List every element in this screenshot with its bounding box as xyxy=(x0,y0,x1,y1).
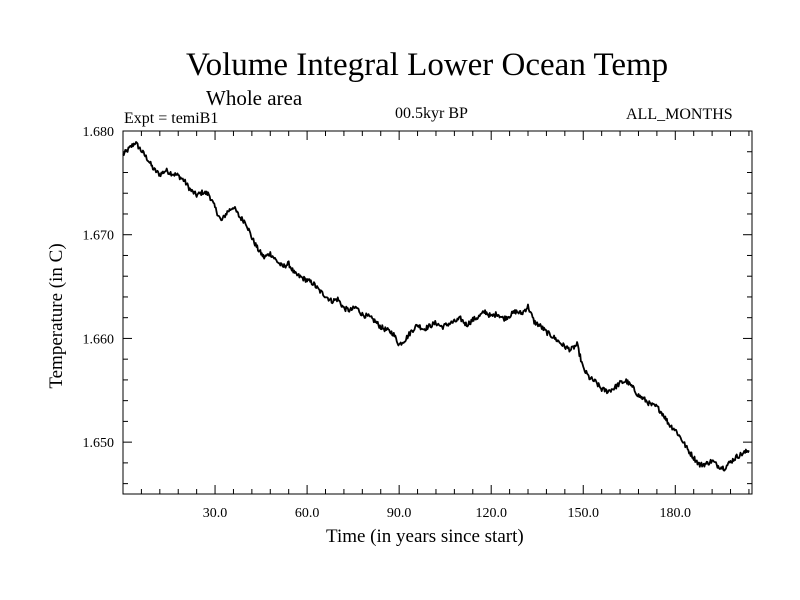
x-tick-label: 90.0 xyxy=(387,506,412,521)
period-label: 00.5kyr BP xyxy=(395,105,468,122)
x-tick-label: 30.0 xyxy=(203,506,228,521)
x-tick-label: 180.0 xyxy=(660,506,692,521)
tick-labels: 30.0 60.0 90.0 120.0 150.0 180.0 1.650 1.660 1.6… xyxy=(83,125,692,521)
series-layer xyxy=(122,141,750,472)
x-axis-label: Time (in years since start) xyxy=(326,526,524,547)
y-tick-label: 1.670 xyxy=(83,229,115,244)
y-tick-label: 1.680 xyxy=(83,125,115,140)
axis-ticks xyxy=(123,130,752,494)
series-line xyxy=(122,141,750,472)
chart-subtitle: Whole area xyxy=(206,86,303,110)
x-tick-label: 60.0 xyxy=(295,506,320,521)
y-tick-label: 1.650 xyxy=(83,436,115,451)
months-label: ALL_MONTHS xyxy=(626,106,733,123)
x-tick-label: 150.0 xyxy=(567,506,599,521)
plot-frame xyxy=(122,130,753,495)
chart-title: Volume Integral Lower Ocean Temp xyxy=(186,47,669,83)
x-tick-label: 120.0 xyxy=(475,506,507,521)
y-tick-label: 1.660 xyxy=(83,332,115,347)
experiment-label: Expt = temiB1 xyxy=(124,110,219,127)
